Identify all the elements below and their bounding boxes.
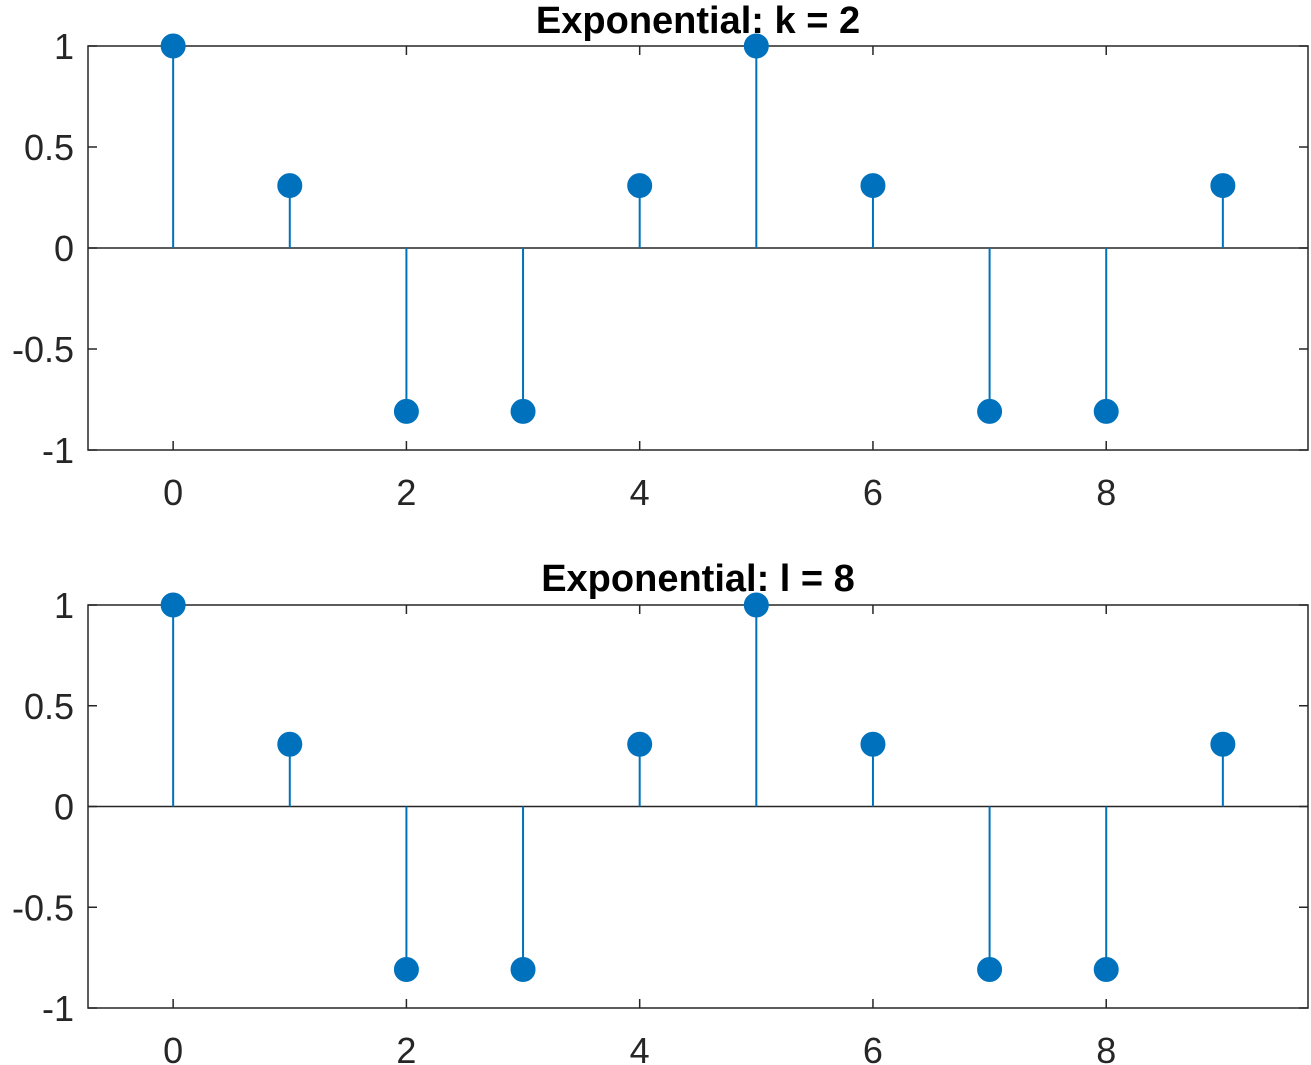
stem-marker (627, 731, 653, 757)
x-tick-label: 8 (1096, 472, 1116, 513)
stem-marker (510, 398, 536, 424)
plot-area: 1 0.5 0 -0.5 -1 0 2 4 6 8 (12, 585, 1309, 1065)
y-tick-label: 1 (54, 26, 74, 67)
stem-marker (160, 592, 186, 618)
bottom-subplot: Exponential: l = 8 1 0.5 0 -0.5 -1 0 2 4 6 8 (12, 558, 1309, 1065)
stem-marker (510, 957, 536, 983)
x-tick-label: 6 (863, 1030, 883, 1065)
stem-marker (160, 33, 186, 59)
plot-area: 1 0.5 0 -0.5 -1 0 2 4 6 8 (12, 26, 1309, 513)
stem-marker (393, 957, 419, 983)
x-tick-label: 6 (863, 472, 883, 513)
x-tick-label: 0 (163, 472, 183, 513)
y-tick-label: -1 (42, 430, 74, 471)
y-tick-label: 1 (54, 585, 74, 626)
y-tick-label: -0.5 (12, 887, 74, 928)
stem-marker (277, 731, 303, 757)
y-tick-label: 0.5 (24, 686, 74, 727)
y-tick-label: 0.5 (24, 127, 74, 168)
x-tick-label: 2 (396, 472, 416, 513)
stem-marker (1210, 731, 1236, 757)
stem-marker (743, 33, 769, 59)
stem-marker (743, 592, 769, 618)
y-tick-label: 0 (54, 787, 74, 828)
x-tick-label: 4 (630, 472, 650, 513)
x-tick-label: 4 (630, 1030, 650, 1065)
chart-title: Exponential: l = 8 (541, 558, 855, 600)
stem-marker (1210, 173, 1236, 199)
x-tick-label: 0 (163, 1030, 183, 1065)
stem-marker (1093, 957, 1119, 983)
y-tick-label: 0 (54, 228, 74, 269)
stem-marker (1093, 398, 1119, 424)
top-subplot: Exponential: k = 2 1 0.5 0 -0.5 -1 0 2 4 6 8 (12, 0, 1309, 513)
stem-marker (860, 731, 886, 757)
stem-marker (977, 957, 1003, 983)
y-tick-label: -0.5 (12, 329, 74, 370)
y-tick-label: -1 (42, 988, 74, 1029)
stem-marker (627, 173, 653, 199)
x-tick-label: 2 (396, 1030, 416, 1065)
stem-marker (977, 398, 1003, 424)
stem-marker (393, 398, 419, 424)
x-tick-label: 8 (1096, 1030, 1116, 1065)
stem-marker (860, 173, 886, 199)
chart-title: Exponential: k = 2 (536, 0, 860, 42)
stem-marker (277, 173, 303, 199)
